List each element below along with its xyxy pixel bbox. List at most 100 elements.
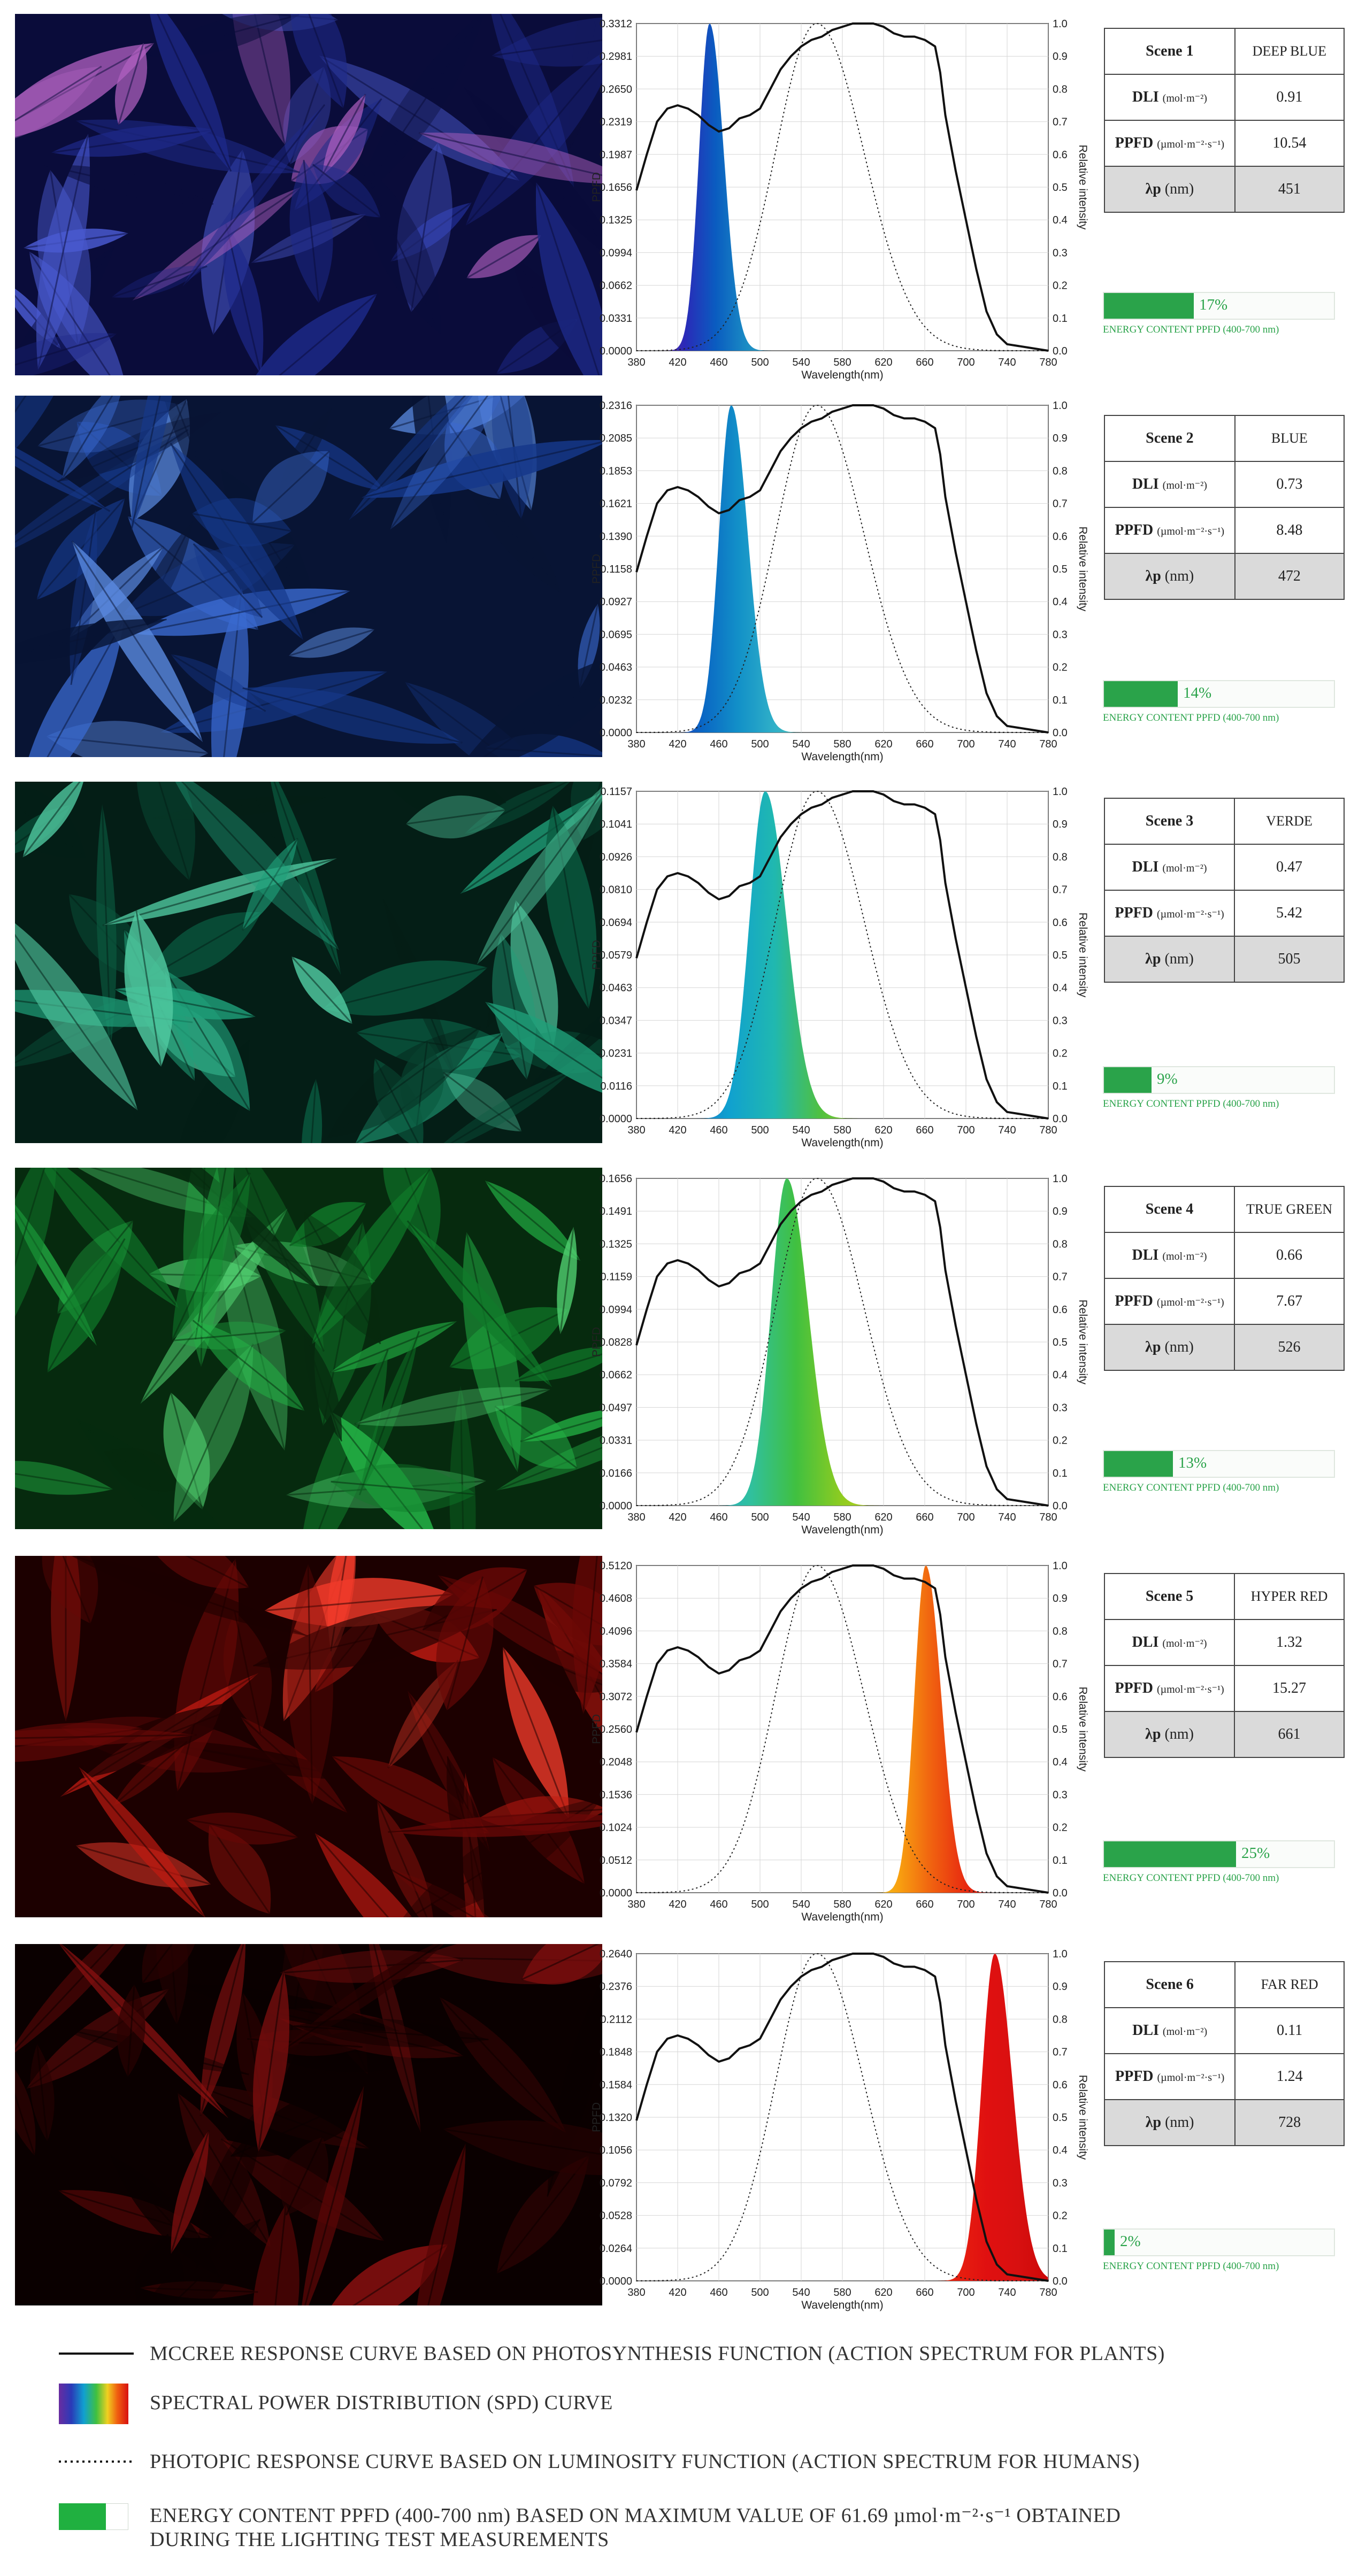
y2-tick-label: 0.1 — [1053, 1468, 1068, 1479]
x-tick-label: 460 — [710, 357, 727, 368]
y-tick-label: 0.0662 — [600, 280, 632, 292]
leaf-vein — [265, 2204, 287, 2305]
leaf-vein — [466, 234, 542, 279]
y-tick-label: 0.0695 — [600, 629, 632, 641]
leaf-vein — [15, 415, 111, 512]
spd-curve — [925, 1954, 1048, 2281]
x-tick-label: 580 — [833, 738, 851, 750]
leaf-vein — [242, 838, 298, 931]
y-tick-label: 0.0331 — [600, 313, 632, 325]
leaf-vein — [70, 509, 97, 685]
y2-axis-label: Relative intensity — [1077, 1300, 1089, 1385]
scene-label: Scene 3 — [1103, 798, 1235, 845]
leaf-vein — [15, 333, 117, 375]
leaf-vein — [314, 1832, 458, 1917]
y2-tick-label: 1.0 — [1053, 1173, 1068, 1185]
leaf-vein — [257, 1970, 285, 2152]
leaf-vein — [279, 1959, 463, 1974]
leaf-vein — [39, 1699, 257, 1785]
mccree-curve — [635, 1564, 1049, 1894]
x-tick-label: 620 — [874, 357, 892, 368]
x-tick-label: 420 — [669, 357, 686, 368]
y-tick-label: 0.2640 — [600, 1948, 632, 1960]
x-tick-label: 700 — [957, 738, 974, 750]
x-tick-label: 780 — [1039, 357, 1057, 368]
y-tick-label: 0.1584 — [600, 2079, 632, 2091]
x-axis-label: Wavelength(nm) — [801, 1524, 883, 1536]
scene-4-spectrum-chart: 380 420 460 500 540 580 620 660 700 740 780 0.0000 0… — [588, 1163, 1091, 1554]
x-tick-label: 380 — [627, 738, 645, 750]
y-tick-label: 0.5120 — [600, 1560, 632, 1572]
y-tick-label: 0.0166 — [600, 1468, 632, 1479]
y-tick-label: 0.1159 — [600, 1271, 632, 1283]
mccree-curve — [635, 1953, 1049, 2282]
y-tick-label: 0.0116 — [600, 1081, 632, 1092]
y-tick-label: 0.3072 — [600, 1691, 632, 1703]
ppfd-value: 7.67 — [1234, 1278, 1345, 1325]
leaf-vein — [482, 396, 532, 511]
light-color-name: DEEP BLUE — [1234, 28, 1345, 75]
y2-tick-label: 0.2 — [1053, 1435, 1068, 1447]
y-tick-label: 0.0927 — [600, 596, 632, 608]
x-tick-label: 700 — [957, 357, 974, 368]
x-tick-label: 660 — [916, 2287, 933, 2299]
ppfd-label: PPFD (µmol·m⁻²·s⁻¹) — [1103, 1278, 1235, 1325]
y2-tick-label: 0.1 — [1053, 313, 1068, 325]
leaf-vein — [303, 1333, 343, 1442]
leaf-vein — [500, 934, 528, 1080]
leaf-vein — [331, 1480, 476, 1495]
energy-caption: ENERGY CONTENT PPFD (400-700 nm) — [1103, 1098, 1279, 1109]
y2-tick-label: 0.5 — [1053, 1337, 1068, 1348]
y-tick-label: 0.1390 — [600, 531, 632, 543]
dli-value: 1.32 — [1234, 1619, 1345, 1666]
leaf-vein — [358, 1331, 420, 1495]
leaf-vein — [234, 1611, 262, 1734]
energy-caption: ENERGY CONTENT PPFD (400-700 nm) — [1103, 712, 1279, 723]
leaf-vein — [288, 629, 375, 657]
y2-tick-label: 0.3 — [1053, 2177, 1068, 2189]
y2-tick-label: 0.9 — [1053, 1206, 1068, 1217]
x-tick-label: 380 — [627, 2287, 645, 2299]
leaf-vein — [388, 1818, 602, 1833]
scene-3-table: Scene 3 VERDE DLI (mol·m⁻²) 0.47 PPFD (µmo… — [1103, 798, 1345, 983]
ppfd-value: 10.54 — [1234, 120, 1345, 167]
light-color-name: VERDE — [1234, 798, 1345, 845]
leaf-vein — [285, 2137, 324, 2216]
leaf-vein — [178, 1983, 400, 2032]
light-color-name: HYPER RED — [1234, 1573, 1345, 1620]
leaf-vein — [465, 42, 602, 227]
y2-tick-label: 0.3 — [1053, 247, 1068, 259]
x-tick-label: 460 — [710, 1124, 727, 1136]
y2-tick-label: 1.0 — [1053, 18, 1068, 30]
y2-tick-label: 0.4 — [1053, 1756, 1068, 1768]
leaf-vein — [22, 782, 86, 858]
y-tick-label: 0.1491 — [600, 1206, 632, 1217]
leaf-vein — [406, 1220, 553, 1388]
energy-caption: ENERGY CONTENT PPFD (400-700 nm) — [1103, 1872, 1279, 1884]
leaf-vein — [582, 1556, 602, 1714]
leaf-vein — [199, 1944, 247, 2116]
y-tick-label: 0.1536 — [600, 1789, 632, 1801]
y2-tick-label: 0.1 — [1053, 695, 1068, 706]
leaf-vein — [15, 1466, 113, 1490]
leaf-vein — [289, 1202, 367, 1246]
peak-wavelength-label: λp (nm) — [1104, 553, 1235, 600]
scene-2-energy: 14% ENERGY CONTENT PPFD (400-700 nm) — [1103, 680, 1344, 724]
leaf-vein — [193, 543, 263, 618]
y-tick-label: 0.1656 — [600, 182, 632, 194]
leaf-vein — [520, 1406, 602, 1443]
y-tick-label: 0.0000 — [600, 1113, 632, 1125]
photopic-curve — [636, 1565, 1048, 1893]
scene-5-photo — [15, 1556, 602, 1917]
leaf-vein — [329, 1320, 458, 1374]
leaf-vein — [484, 1179, 581, 1262]
leaf-vein — [323, 967, 488, 1009]
x-tick-label: 540 — [792, 738, 810, 750]
y-tick-label: 0.2316 — [600, 400, 632, 412]
scene-2-photo — [15, 396, 602, 757]
leaf-vein — [130, 396, 183, 531]
y-tick-label: 0.1848 — [600, 2047, 632, 2058]
photopic-curve — [636, 405, 1048, 733]
x-tick-label: 500 — [751, 1511, 769, 1523]
y2-tick-label: 0.3 — [1053, 1789, 1068, 1801]
